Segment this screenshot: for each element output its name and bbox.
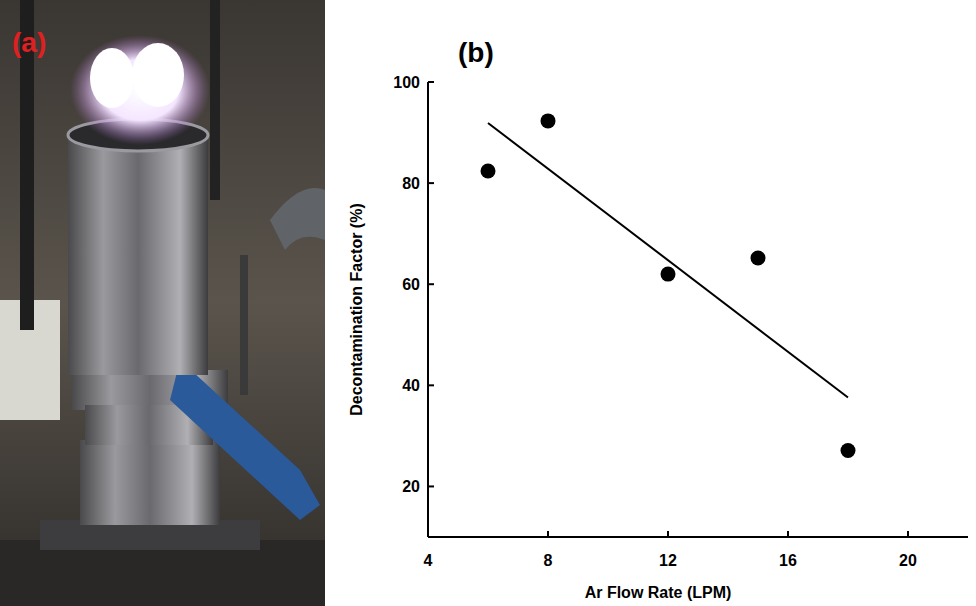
- x-tick: [787, 531, 789, 537]
- y-axis: [427, 82, 429, 537]
- photo-cylinder: [68, 135, 208, 375]
- x-axis-title: Ar Flow Rate (LPM): [585, 584, 732, 601]
- photo-plasma: [90, 48, 134, 108]
- data-point: [841, 443, 856, 458]
- y-tick: [428, 182, 434, 184]
- x-tick: [547, 531, 549, 537]
- data-point: [751, 250, 766, 265]
- chart: 4 8 12 16 20 20 40 60 80 100 Ar Flow Rate (LPM) Dec…: [348, 37, 968, 601]
- panel-label: (b): [458, 37, 494, 68]
- x-tick: [427, 531, 429, 537]
- photo-background: [0, 0, 325, 606]
- plot-marks: [481, 113, 856, 458]
- y-tick-label: 20: [402, 478, 420, 495]
- x-tick-label: 8: [544, 552, 553, 569]
- x-tick-label: 20: [899, 552, 917, 569]
- trend-line: [488, 123, 848, 398]
- x-tick-label: 16: [779, 552, 797, 569]
- photo-lower-body: [80, 440, 220, 525]
- y-tick: [428, 283, 434, 285]
- photo-stool-leg: [240, 255, 248, 395]
- y-tick-label: 40: [402, 377, 420, 394]
- x-tick: [907, 531, 909, 537]
- y-tick: [428, 485, 434, 487]
- photo-stool: [270, 188, 325, 250]
- y-axis-title: Decontamination Factor (%): [348, 203, 365, 415]
- x-axis: [428, 536, 968, 538]
- data-point: [541, 113, 556, 128]
- photo-plasma-glow: [70, 35, 210, 145]
- photo-frame: [210, 0, 220, 200]
- y-tick: [428, 384, 434, 386]
- figure: (a) 4 8 12 16 20 20 40 60 80 100 Ar Flow Rate (LPM)…: [0, 0, 976, 606]
- x-tick-label: 4: [424, 552, 433, 569]
- photo-plasma: [132, 43, 184, 107]
- photo-panel: (a): [0, 0, 325, 606]
- panel-label: (a): [12, 27, 46, 58]
- x-tick: [667, 531, 669, 537]
- data-point: [481, 163, 496, 178]
- y-tick-label: 60: [402, 276, 420, 293]
- y-tick: [428, 81, 434, 83]
- y-tick-label: 100: [393, 74, 420, 91]
- x-tick-label: 12: [659, 552, 677, 569]
- photo-hose: [170, 360, 320, 520]
- data-point: [661, 267, 676, 282]
- y-tick-label: 80: [402, 175, 420, 192]
